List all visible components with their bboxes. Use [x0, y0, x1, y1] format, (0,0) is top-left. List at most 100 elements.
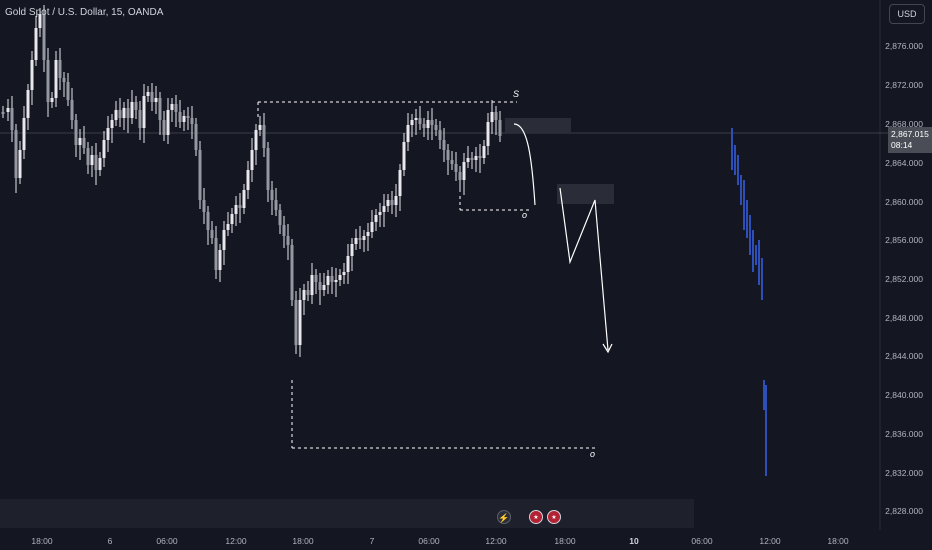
time-axis-label: 12:00: [485, 536, 507, 546]
candle-body: [178, 112, 182, 122]
candle-body: [450, 160, 454, 164]
time-axis-label: 18:00: [31, 536, 53, 546]
price-axis-label: 2,864.000: [885, 158, 923, 168]
candle-body: [358, 238, 362, 240]
candle-body: [422, 124, 426, 128]
time-axis-label: 18:00: [292, 536, 314, 546]
candle-body: [218, 250, 222, 270]
candle-body: [18, 150, 22, 178]
us-flag-icon[interactable]: ★: [547, 510, 561, 524]
candle-body: [46, 60, 50, 102]
candle-body: [310, 275, 314, 295]
annotation-letter-bottom[interactable]: o: [590, 449, 596, 459]
candle-body: [330, 276, 334, 282]
candle-body: [282, 225, 286, 236]
candle-body: [350, 244, 354, 256]
candle-body: [398, 170, 402, 196]
candle-body: [154, 98, 158, 102]
candle-body: [322, 285, 326, 290]
time-axis-label: 12:00: [225, 536, 247, 546]
candle-body: [22, 118, 26, 150]
projection-arrowhead: [602, 343, 613, 354]
candle-body: [250, 150, 254, 170]
projection-zigzag: [559, 187, 609, 351]
candle-body: [426, 120, 430, 128]
candle-body: [90, 155, 94, 165]
time-axis-label: 18:00: [827, 536, 849, 546]
candle-body: [442, 140, 446, 150]
price-axis-label: 2,872.000: [885, 80, 923, 90]
candle-body: [366, 232, 370, 236]
annotation-letter-top[interactable]: S: [513, 89, 520, 99]
price-axis-label: 2,868.000: [885, 119, 923, 129]
candle-body: [462, 162, 466, 180]
candle-body: [486, 122, 490, 146]
price-axis-label: 2,844.000: [885, 351, 923, 361]
candle-body: [334, 280, 338, 282]
candle-body: [174, 104, 178, 112]
candle-body: [490, 112, 494, 122]
candle-body: [222, 230, 226, 250]
candle-body: [454, 164, 458, 172]
candle-body: [58, 60, 62, 78]
candle-body: [198, 150, 202, 200]
candle-body: [106, 128, 110, 140]
candle-body: [290, 245, 294, 300]
candle-body: [230, 214, 234, 224]
symbol-title[interactable]: Gold Spot / U.S. Dollar, 15, OANDA: [5, 7, 164, 18]
candle-body: [470, 158, 474, 160]
candle-body: [78, 138, 82, 145]
price-axis-label: 2,848.000: [885, 313, 923, 323]
supply-zone-lower: [557, 184, 614, 204]
candle-body: [370, 222, 374, 232]
candle-body: [338, 275, 342, 280]
candle-body: [498, 120, 502, 136]
candle-body: [258, 125, 262, 130]
candle-body: [1, 112, 5, 114]
us-flag-icon[interactable]: ★: [529, 510, 543, 524]
candle-body: [414, 118, 418, 120]
candle-body: [446, 150, 450, 160]
candle-body: [210, 230, 214, 238]
time-axis-label: 06:00: [156, 536, 178, 546]
current-price-tag: 2,867.015 08:14: [888, 127, 932, 153]
candle-body: [266, 148, 270, 190]
candle-body: [298, 300, 302, 345]
candle-body: [170, 104, 174, 110]
time-axis-label: 06:00: [691, 536, 713, 546]
candle-body: [194, 124, 198, 150]
candle-body: [50, 98, 54, 102]
price-axis-label: 2,832.000: [885, 468, 923, 478]
candle-body: [382, 206, 386, 212]
candle-body: [342, 272, 346, 275]
candle-body: [102, 140, 106, 158]
annotation-letter-mid[interactable]: o: [522, 210, 528, 220]
currency-button[interactable]: USD: [889, 4, 925, 24]
candle-body: [38, 14, 42, 28]
time-axis-label: 06:00: [418, 536, 440, 546]
candle-body: [374, 215, 378, 222]
candle-body: [234, 205, 238, 214]
candle-body: [274, 200, 278, 210]
candle-body: [226, 224, 230, 230]
candle-body: [474, 156, 478, 160]
candle-body: [142, 96, 146, 128]
candle-body: [466, 158, 470, 162]
candle-body: [70, 100, 74, 120]
time-axis-label: 10: [629, 536, 639, 546]
candle-body: [362, 236, 366, 240]
candle-body: [66, 82, 70, 100]
candle-body: [326, 276, 330, 285]
candle-body: [394, 196, 398, 205]
price-axis-label: 2,860.000: [885, 197, 923, 207]
price-axis-label: 2,828.000: [885, 506, 923, 516]
lightning-icon[interactable]: ⚡: [497, 510, 511, 524]
supply-zone-upper: [505, 118, 571, 133]
candle-body: [246, 170, 250, 190]
candle-body: [82, 138, 86, 148]
candle-body: [494, 112, 498, 120]
candle-body: [158, 98, 162, 120]
time-axis-label: 7: [369, 536, 375, 546]
candle-body: [118, 110, 122, 118]
